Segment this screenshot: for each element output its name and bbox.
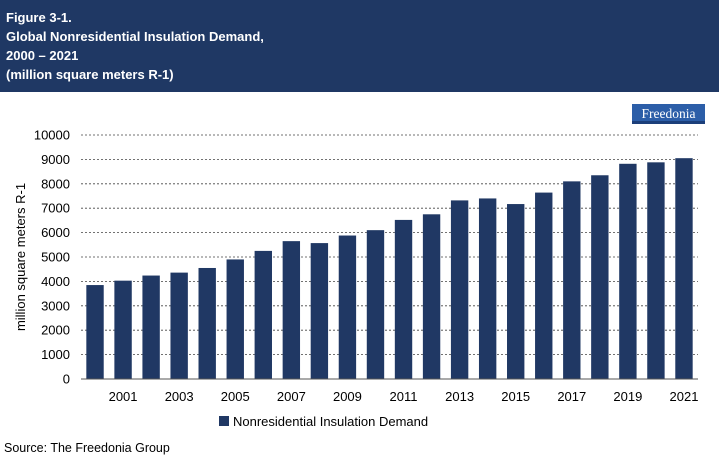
bar-2000 <box>86 285 104 379</box>
x-tick-label: 2007 <box>277 389 306 404</box>
bar-2017 <box>563 181 581 379</box>
y-tick-label: 5000 <box>41 250 70 265</box>
bar-2019 <box>619 163 637 379</box>
legend-label: Nonresidential Insulation Demand <box>233 414 428 429</box>
bar-2001 <box>114 280 132 379</box>
bar-2016 <box>535 192 553 379</box>
bar-2003 <box>170 272 188 379</box>
source-note: Source: The Freedonia Group <box>4 441 170 455</box>
y-tick-label: 3000 <box>41 298 70 313</box>
bar-2015 <box>507 204 525 379</box>
y-tick-label: 10000 <box>34 128 70 143</box>
bar-2018 <box>591 175 609 379</box>
y-tick-label: 0 <box>63 372 70 387</box>
bar-2004 <box>198 267 216 379</box>
x-tick-label: 2001 <box>109 389 138 404</box>
y-tick-label: 6000 <box>41 225 70 240</box>
bar-2005 <box>226 259 244 379</box>
bar-2020 <box>647 162 665 379</box>
chart-title-years: 2000 – 2021 <box>6 48 79 63</box>
bar-2006 <box>254 250 272 379</box>
y-tick-label: 4000 <box>41 274 70 289</box>
chart-title-units: (million square meters R-1) <box>6 67 174 82</box>
freedonia-logo: Freedonia <box>632 104 705 124</box>
y-tick-label: 2000 <box>41 323 70 338</box>
y-tick-label: 8000 <box>41 176 70 191</box>
bar-2013 <box>450 200 469 379</box>
figure-header: Figure 3-1. Global Nonresidential Insula… <box>0 0 719 92</box>
x-tick-label: 2011 <box>390 389 418 404</box>
x-tick-label: 2013 <box>445 389 474 404</box>
x-tick-label: 2005 <box>221 389 250 404</box>
figure-label: Figure 3-1. <box>6 10 72 25</box>
x-tick-label: 2009 <box>333 389 362 404</box>
bar-2002 <box>142 275 160 379</box>
x-tick-label: 2017 <box>557 389 586 404</box>
bar-2012 <box>422 214 441 379</box>
y-tick-label: 9000 <box>41 152 70 167</box>
bar-2011 <box>394 219 413 379</box>
x-tick-label: 2015 <box>501 389 530 404</box>
y-tick-label: 1000 <box>41 347 70 362</box>
y-axis-title: million square meters R-1 <box>13 183 28 331</box>
y-tick-label: 7000 <box>41 201 70 216</box>
x-tick-label: 2019 <box>613 389 642 404</box>
bar-2008 <box>310 243 329 379</box>
x-tick-label: 2021 <box>670 389 699 404</box>
legend-swatch <box>219 416 229 426</box>
bar-2010 <box>366 230 385 379</box>
bar-2021 <box>675 158 693 379</box>
bar-2007 <box>282 241 301 379</box>
bar-2009 <box>338 235 357 379</box>
bar-2014 <box>478 198 497 379</box>
chart-title: Global Nonresidential Insulation Demand, <box>6 29 264 44</box>
x-tick-label: 2003 <box>165 389 194 404</box>
